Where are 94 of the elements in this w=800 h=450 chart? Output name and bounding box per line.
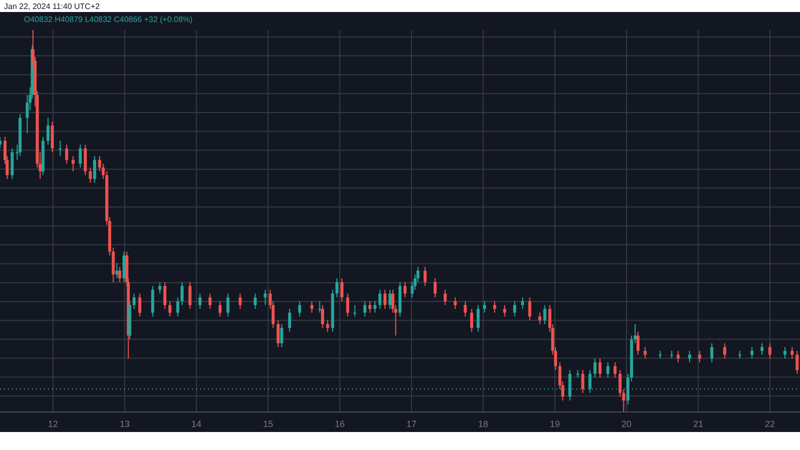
candlestick	[434, 278, 437, 298]
candlestick	[790, 346, 794, 360]
candlestick	[614, 362, 617, 378]
candlestick	[513, 300, 516, 317]
candlestick	[226, 293, 230, 317]
candlestick	[50, 121, 54, 153]
candlestick	[58, 140, 62, 157]
candlestick	[288, 308, 292, 332]
candlestick	[238, 293, 242, 310]
candlestick	[538, 312, 542, 325]
candlestick	[122, 251, 126, 283]
candlestick	[65, 144, 68, 164]
candlestick	[464, 300, 467, 317]
candlestick	[493, 300, 496, 314]
x-tick-label: 21	[693, 419, 704, 429]
candlestick	[710, 342, 714, 363]
candlestick	[528, 296, 532, 321]
chart-title: Jan 22, 2024 11:40 UTC+2	[4, 2, 100, 11]
candlestick	[112, 247, 115, 283]
candlestick	[138, 293, 142, 317]
candlestick	[163, 282, 166, 310]
x-tick-label: 19	[550, 419, 560, 429]
candlestick	[698, 350, 702, 363]
chart-subtitle: O40832 H40879 L40832 C40866 +32 (+0.08%)	[24, 15, 193, 24]
candlestick	[158, 282, 162, 294]
candlestick	[543, 304, 546, 325]
candlestick	[298, 300, 302, 317]
candlestick	[688, 350, 692, 363]
x-tick-label: 13	[120, 419, 130, 429]
x-tick-label: 16	[334, 419, 345, 429]
candlestick	[470, 308, 474, 332]
candlestick	[46, 117, 50, 146]
candlestick	[593, 358, 596, 378]
candlestick	[783, 346, 786, 360]
x-tick-label: 12	[48, 419, 58, 429]
candlestick	[132, 293, 136, 310]
candlestick	[598, 358, 602, 378]
candlestick	[335, 278, 338, 298]
candlestick	[118, 266, 122, 283]
candlestick	[310, 300, 314, 314]
candlestick	[353, 304, 356, 317]
candlestick	[88, 167, 92, 184]
candlestick	[218, 300, 222, 317]
candlestick	[750, 346, 754, 360]
candlestick	[606, 362, 610, 378]
candlestick	[378, 289, 382, 310]
candlestick	[188, 282, 192, 310]
candlestick	[363, 300, 366, 317]
candlestick	[340, 278, 344, 302]
x-tick-label: 20	[622, 419, 632, 429]
candlestick	[168, 300, 172, 317]
candlestick	[768, 342, 772, 360]
candlestick	[796, 350, 799, 374]
candlestick	[454, 296, 457, 310]
candlestick	[180, 282, 184, 306]
candlestick	[368, 300, 372, 314]
candlestick	[388, 289, 392, 310]
x-tick-label: 22	[764, 419, 775, 429]
candlestick	[644, 346, 647, 360]
candlestick	[521, 296, 524, 310]
candlestick	[321, 304, 324, 328]
candlestick	[72, 156, 75, 172]
candlestick	[383, 289, 386, 310]
candlestick	[10, 148, 14, 180]
candlestick	[503, 304, 506, 317]
candlestick	[346, 293, 350, 317]
candlestick	[676, 350, 680, 363]
candlestick	[424, 266, 427, 286]
candlestick	[581, 369, 584, 394]
candlestick	[760, 342, 764, 356]
candlestick	[176, 296, 180, 317]
candlestick	[476, 304, 480, 332]
candlestick	[483, 300, 486, 314]
candlestick	[636, 331, 640, 356]
x-tick-label: 15	[263, 419, 274, 429]
candlestick	[326, 320, 330, 332]
candlestick	[723, 342, 726, 360]
candlestick	[264, 289, 267, 306]
x-tick-label: 18	[478, 419, 488, 429]
candlestick	[280, 324, 284, 348]
candlestick	[84, 144, 87, 176]
candlestick	[444, 289, 447, 306]
candlestick	[276, 320, 280, 348]
candlestick	[404, 282, 407, 298]
candlestick	[93, 156, 96, 184]
candlestick	[318, 300, 322, 314]
x-tick-label: 17	[406, 419, 416, 429]
x-tick-label: 14	[191, 419, 202, 429]
candlestick	[208, 293, 212, 310]
candlestick	[198, 293, 202, 310]
candlestick	[78, 144, 82, 168]
candlestick	[254, 293, 257, 310]
candlestick	[373, 300, 376, 314]
candlestick	[151, 285, 154, 317]
